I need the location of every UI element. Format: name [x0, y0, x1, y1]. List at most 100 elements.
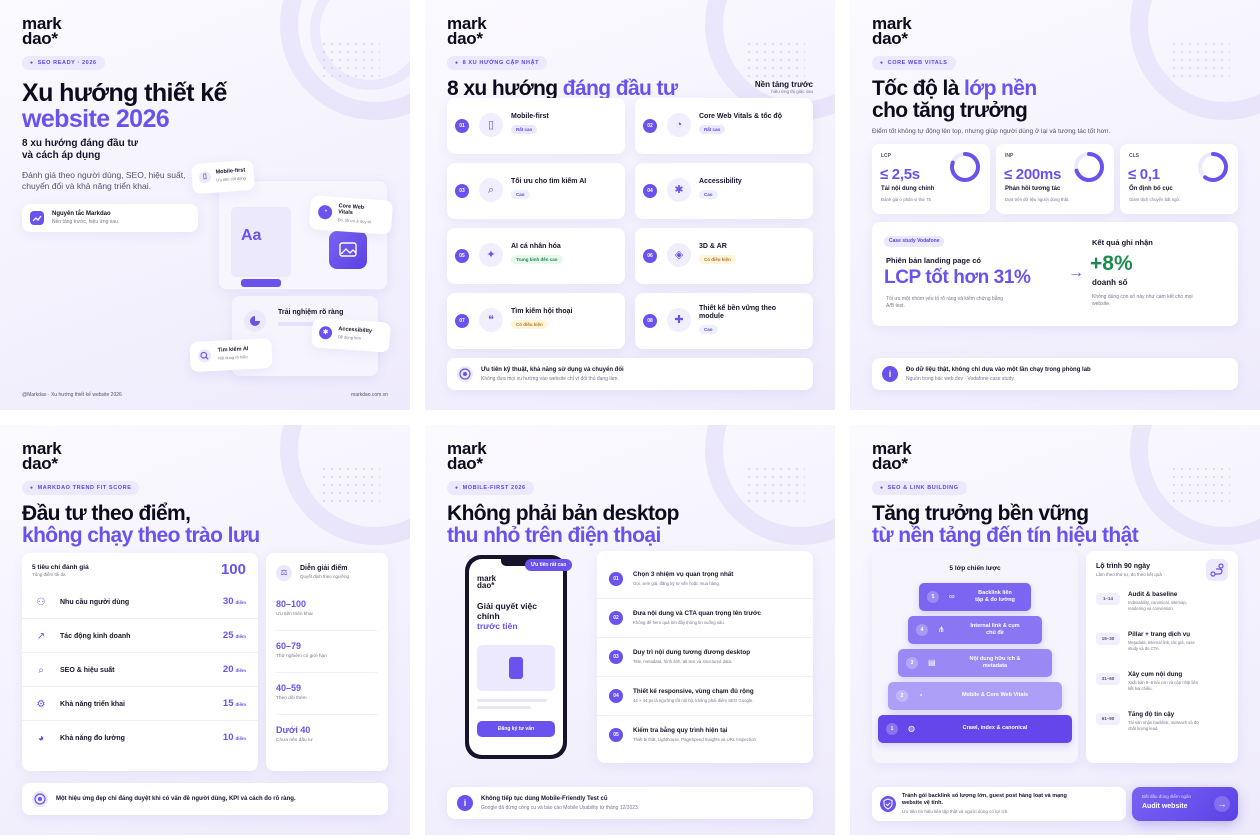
- link-icon: ∞: [949, 592, 955, 601]
- layer-label-line: chủ đề: [986, 630, 1004, 636]
- trend-title: Core Web Vitals & tốc độ: [699, 113, 782, 121]
- typography-sample: Aa: [241, 227, 262, 244]
- trend-card[interactable]: 08 ✚ Thiết kế bền vững theo module Cao: [635, 293, 813, 349]
- range-row: 40–59 Theo dõi thêm: [276, 677, 378, 715]
- decor-ring-inner: [310, 0, 410, 90]
- warning-title: Tránh gói backlink số lượng lớn, guest p…: [902, 793, 1067, 806]
- audit-website-button[interactable]: Bắt đầu đúng điểm ngân Audit website →: [1132, 787, 1238, 821]
- ux-label: Trải nghiệm rõ ràng: [278, 309, 344, 316]
- roadmap-card: Lộ trình 90 ngày Làm theo thứ tự, đo the…: [1086, 551, 1238, 763]
- phone-cta-button[interactable]: Đăng ký tư vấn: [477, 721, 555, 737]
- trend-card[interactable]: 04 ✱ Accessibility Cao: [635, 163, 813, 219]
- chart-line-icon: ↗: [36, 631, 46, 642]
- accessibility-icon: ✱: [318, 325, 333, 340]
- roadmap-title: Lộ trình 90 ngày: [1096, 563, 1151, 570]
- trend-card[interactable]: 02 ◔ Core Web Vitals & tốc độ Rất cao: [635, 98, 813, 154]
- criteria-label: Khả năng đo lường: [60, 735, 125, 742]
- trend-number: 05: [455, 249, 469, 263]
- phone-hero: [477, 645, 555, 691]
- metric-subtitle: Giảm dịch chuyển bất ngờ.: [1129, 197, 1181, 202]
- metric-title: Tải nội dung chính: [881, 186, 935, 192]
- step-number: 04: [609, 689, 623, 703]
- metric-title: Phản hồi tương tác: [1005, 186, 1061, 192]
- score-title: 5 tiêu chí đánh giá: [32, 564, 89, 571]
- result-label: doanh số: [1092, 278, 1128, 287]
- trend-card[interactable]: 07 ❝ Tìm kiếm hội thoại Có điều kiện: [447, 293, 625, 349]
- trend-title-line: module: [699, 313, 724, 320]
- criteria-label: Nhu cầu người dùng: [60, 599, 130, 606]
- criteria-points: 25 điểm: [223, 630, 246, 641]
- search-icon: [197, 349, 212, 363]
- trend-title-line: Tìm kiếm hội thoại: [511, 308, 573, 315]
- chip-subtitle: Nội dung rõ hiểu: [218, 354, 248, 361]
- layer-number: 2: [896, 690, 908, 702]
- range-desc: Theo dõi thêm: [276, 696, 307, 701]
- metric-value: ≤ 0,1: [1128, 166, 1160, 183]
- phone-icon: ▯: [198, 170, 212, 184]
- trend-number: 01: [455, 119, 469, 133]
- points-unit: điểm: [235, 736, 246, 741]
- gauge-icon: ◔: [317, 204, 333, 220]
- roadmap-row: 61–90 Tăng độ tin cậy Tài sản nhận backlin…: [1086, 705, 1238, 743]
- chat-icon: ❝: [479, 308, 503, 332]
- trend-card[interactable]: 05 ✦ AI cá nhân hóa Trung bình đến cao: [447, 228, 625, 284]
- note-title: Một hiệu ứng đẹp chỉ đáng duyệt khi có v…: [56, 796, 296, 802]
- priority-badge: Ưu tiên rất cao: [525, 559, 573, 571]
- roadmap-step-desc: Tài sản nhận backlink, outreach và đo chấ…: [1128, 720, 1199, 732]
- trend-card[interactable]: 01 ▯ Mobile-first Rất cao: [447, 98, 625, 154]
- arrow-right-icon: →: [1068, 264, 1084, 281]
- desc-line: Metadata, internal link, tác giả, case: [1128, 640, 1195, 645]
- trend-card[interactable]: 03 ⌕ Tối ưu cho tìm kiếm AI Cao: [447, 163, 625, 219]
- score-card: 5 tiêu chí đánh giá Tổng điểm tối đa 100…: [22, 553, 258, 771]
- pyramid-card: 5 lớp chiến lược 5 ∞ Backlink liên tập & đo…: [872, 551, 1078, 763]
- step-number: 01: [609, 572, 623, 586]
- footer-url[interactable]: markdao.com.vn: [351, 392, 388, 398]
- range-value: Dưới 40: [276, 725, 311, 735]
- mock-line: [477, 706, 531, 709]
- score-subtitle: Tổng điểm tối đa: [32, 572, 66, 577]
- slide-title: 8 xu hướng đáng đầu tư: [447, 77, 678, 100]
- trend-number: 08: [643, 314, 657, 328]
- decor-dots: [745, 465, 805, 505]
- priority-note: Ưu tiên kỹ thuật, khả năng sử dụng và ch…: [447, 358, 813, 390]
- step-row: 01 Chọn 3 nhiệm vụ quan trọng nhất Gọi, xe…: [597, 563, 813, 599]
- chip-title: Accessibility: [338, 326, 373, 335]
- trend-number: 07: [455, 314, 469, 328]
- principle-card: Nguyên tắc Markdao Nền tảng trước, hiệu …: [22, 204, 198, 232]
- layer-number: 1: [886, 723, 898, 735]
- note-title: Ưu tiên kỹ thuật, khả năng sử dụng và ch…: [481, 367, 624, 373]
- brand-logo: mark dao*: [447, 14, 487, 48]
- roadmap-row: 1–14 Audit & baseline Indexability, canoni…: [1086, 585, 1238, 623]
- priority-badge: Có điều kiện: [511, 320, 548, 329]
- cube-icon: ◈: [667, 243, 691, 267]
- slide-title: Tăng trưởng bền vững từ nền tảng đến tín …: [872, 502, 1139, 547]
- mobile-test-note: i Không tiếp tục dùng Mobile-Friendly Te…: [447, 787, 813, 819]
- priority-badge: Cao: [699, 190, 718, 199]
- search-icon: ⌕: [38, 665, 44, 676]
- step-number: 02: [609, 611, 623, 625]
- points-unit: điểm: [235, 702, 246, 707]
- step-subtitle: Thiết bị thật, Lighthouse, PageSpeed Ins…: [633, 737, 758, 742]
- step-title: Chọn 3 nhiệm vụ quan trọng nhất: [633, 571, 734, 578]
- desc-line: Tài sản nhận backlink, outreach và đo: [1128, 720, 1199, 725]
- layer-label: Internal link & cụm chủ đề: [954, 623, 1036, 637]
- case-title: Phiên bản landing page có: [886, 256, 982, 265]
- progress-ring: [950, 152, 980, 182]
- phone-logo: mark dao*: [477, 574, 497, 590]
- mock-bar: [241, 279, 281, 287]
- trend-title-line: Mobile-first: [511, 113, 549, 120]
- phone-icon: [509, 657, 523, 679]
- brand-logo: mark dao*: [447, 439, 487, 473]
- note-subtitle: Google đã dừng công cụ và báo cáo Mobile…: [481, 805, 640, 811]
- step-title: Thiết kế responsive, vùng chạm đủ rộng: [633, 688, 754, 695]
- trend-card[interactable]: 06 ◈ 3D & AR Có điều kiện: [635, 228, 813, 284]
- layer-label-line: Mobile & Core Web Vitals: [961, 692, 1029, 698]
- ring-fill: [1074, 152, 1104, 182]
- gauge-icon: ◔: [918, 691, 923, 700]
- magic-wand-icon: ✦: [479, 243, 503, 267]
- points-unit: điểm: [235, 668, 246, 673]
- sitemap-icon: ⋔: [938, 625, 945, 634]
- layer-label-line: Crawl, index & canonical: [962, 725, 1028, 731]
- warning-subtitle: Ưu tiên tín hiệu liên tập thật và người …: [902, 809, 1009, 814]
